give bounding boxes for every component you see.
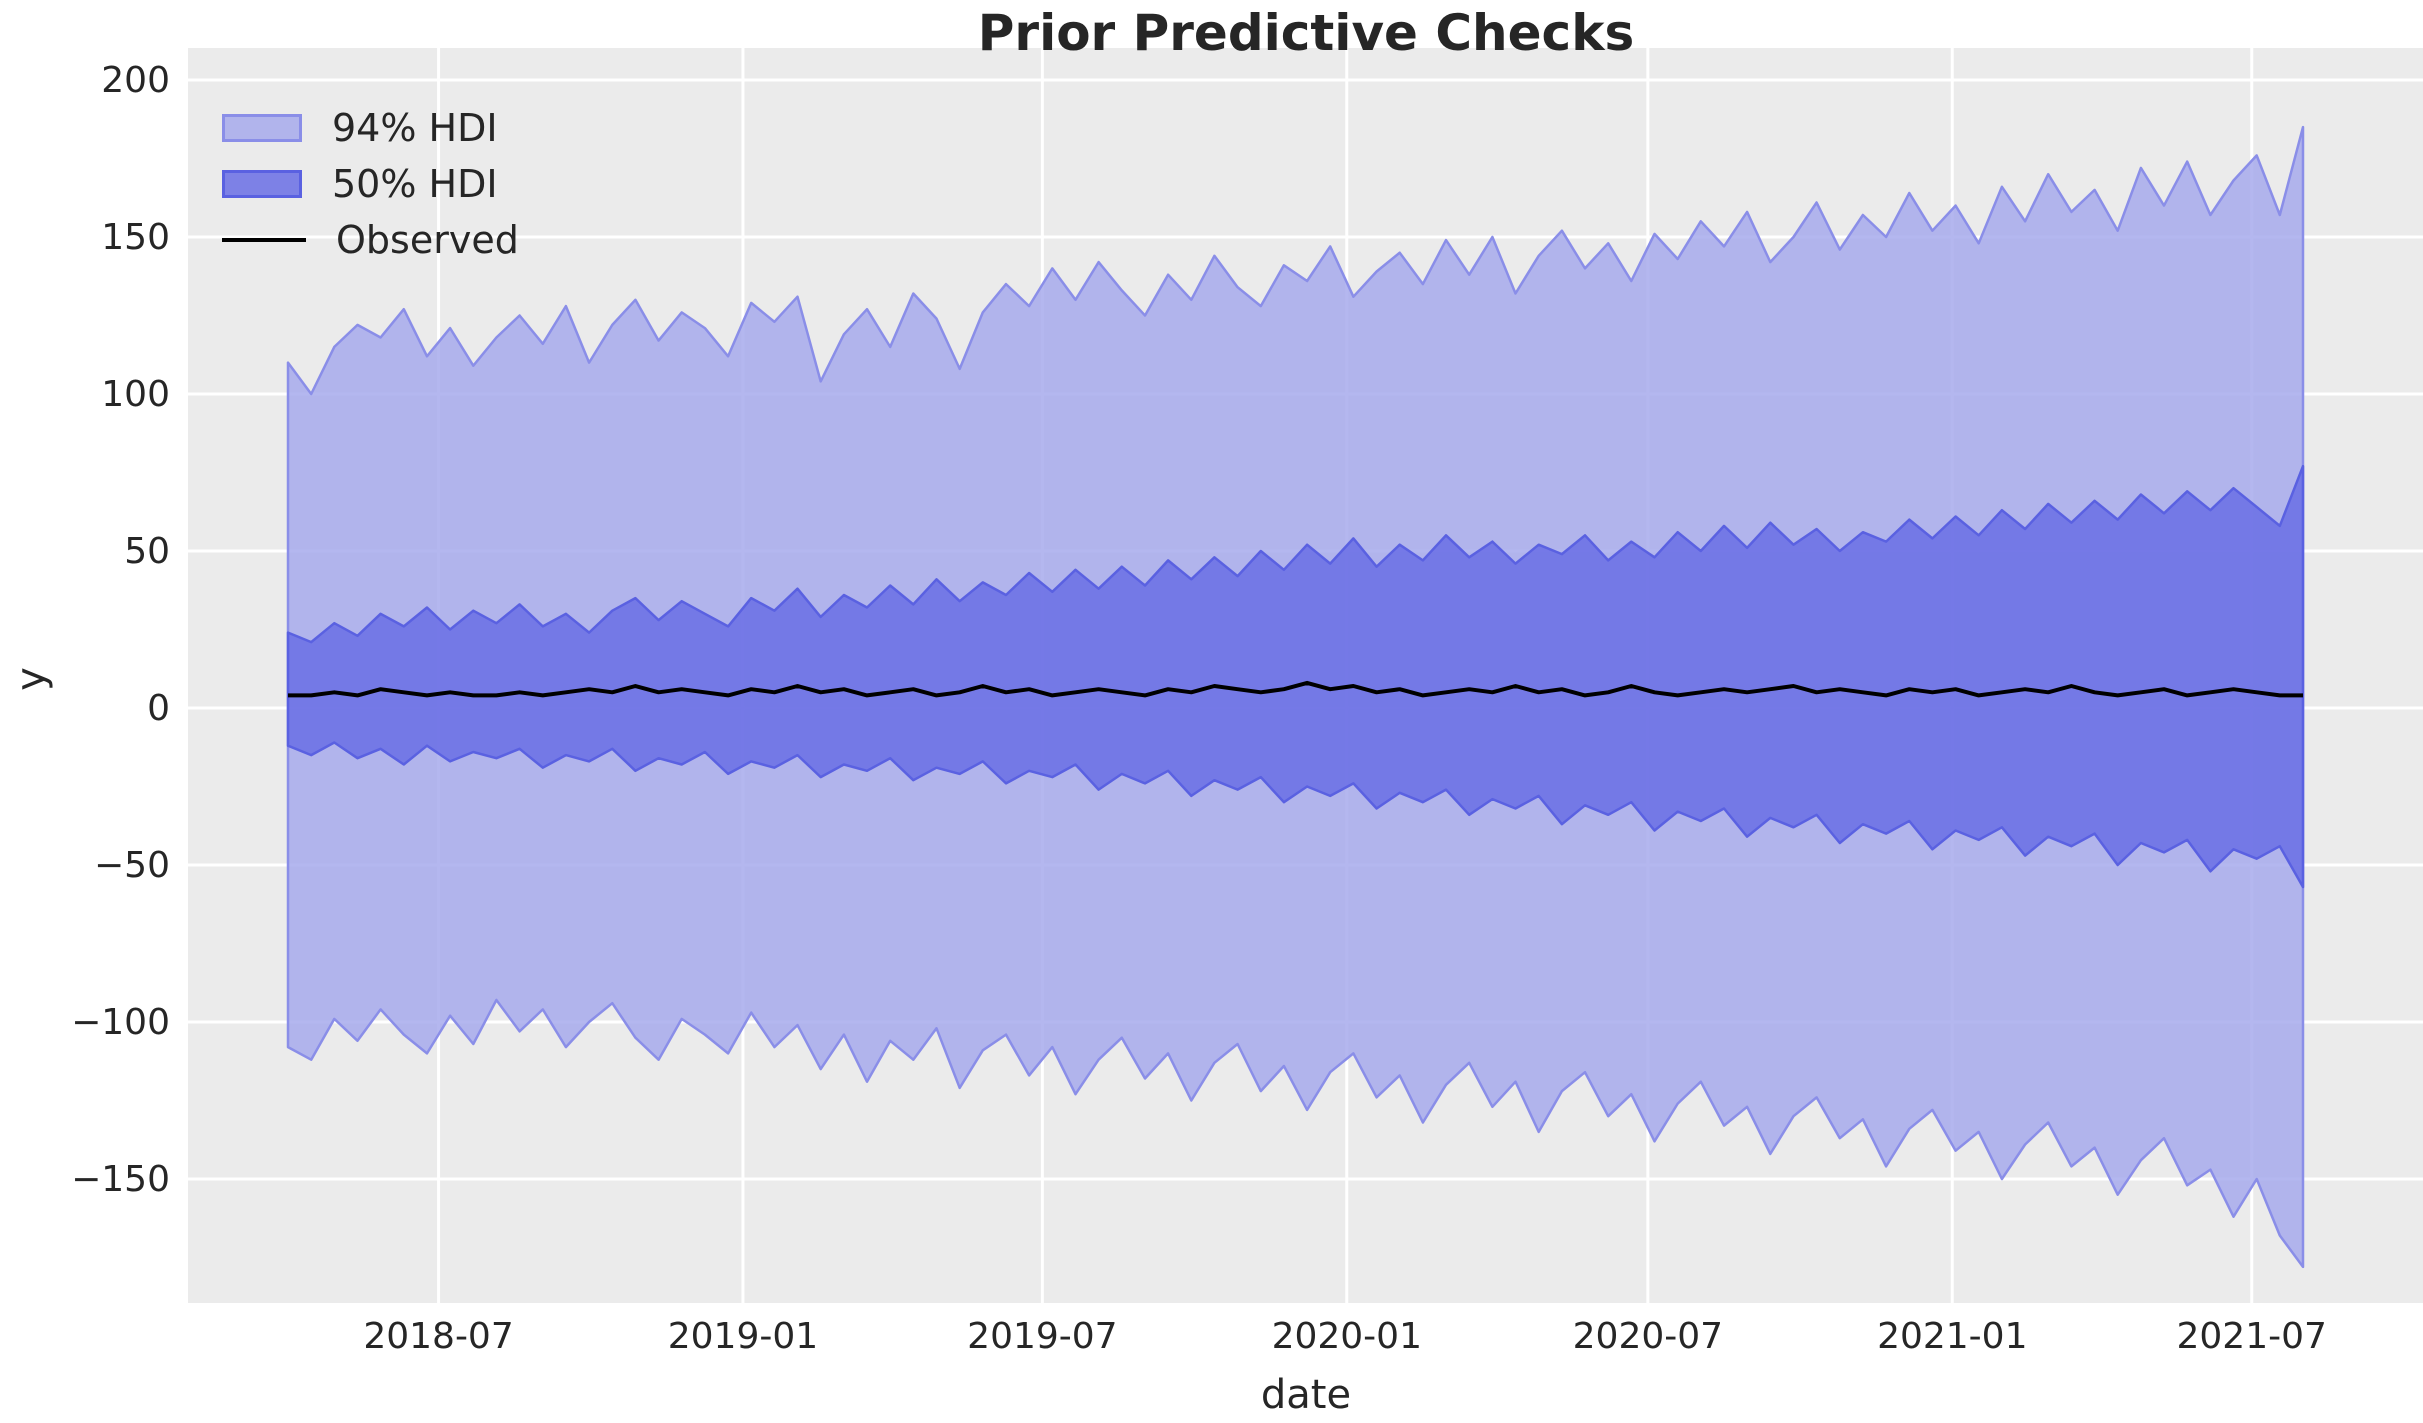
x-tick-label: 2021-01	[1877, 1316, 2027, 1357]
legend: 94% HDI 50% HDI Observed	[222, 100, 519, 268]
legend-item-94hdi: 94% HDI	[222, 100, 519, 156]
x-tick-label: 2021-07	[2177, 1316, 2327, 1357]
x-tick-label: 2019-07	[967, 1316, 1117, 1357]
legend-label-50hdi: 50% HDI	[332, 162, 498, 206]
x-axis-label: date	[1261, 1372, 1351, 1418]
legend-item-observed: Observed	[222, 212, 519, 268]
x-tick-label: 2018-07	[363, 1316, 513, 1357]
y-tick-label: 100	[101, 374, 170, 415]
y-axis-label: y	[8, 667, 54, 691]
tick-labels-group: 200 150 100 50 0 −50 −100 −150 2018-07 2019-01 201…	[71, 60, 2327, 1357]
legend-item-50hdi: 50% HDI	[222, 156, 519, 212]
observed-line	[288, 680, 2303, 698]
legend-label-94hdi: 94% HDI	[332, 106, 498, 150]
x-tick-label: 2020-01	[1272, 1316, 1422, 1357]
y-tick-label: 150	[101, 217, 170, 258]
legend-swatch-50hdi	[222, 170, 302, 198]
legend-label-observed: Observed	[336, 218, 519, 262]
y-tick-label: −50	[94, 845, 170, 886]
legend-swatch-94hdi	[222, 114, 302, 142]
y-tick-label: 200	[101, 60, 170, 101]
y-tick-label: 0	[147, 688, 170, 729]
legend-line-observed	[222, 238, 306, 242]
hdi50-band	[286, 464, 2305, 889]
hdi-bands-group	[286, 125, 2305, 1269]
y-tick-label: −100	[71, 1002, 170, 1043]
x-tick-label: 2019-01	[668, 1316, 818, 1357]
x-tick-label: 2020-07	[1573, 1316, 1723, 1357]
y-tick-label: 50	[124, 531, 170, 572]
observed-line-group	[288, 680, 2303, 698]
y-tick-label: −150	[71, 1159, 170, 1200]
chart-title: Prior Predictive Checks	[978, 4, 1634, 62]
